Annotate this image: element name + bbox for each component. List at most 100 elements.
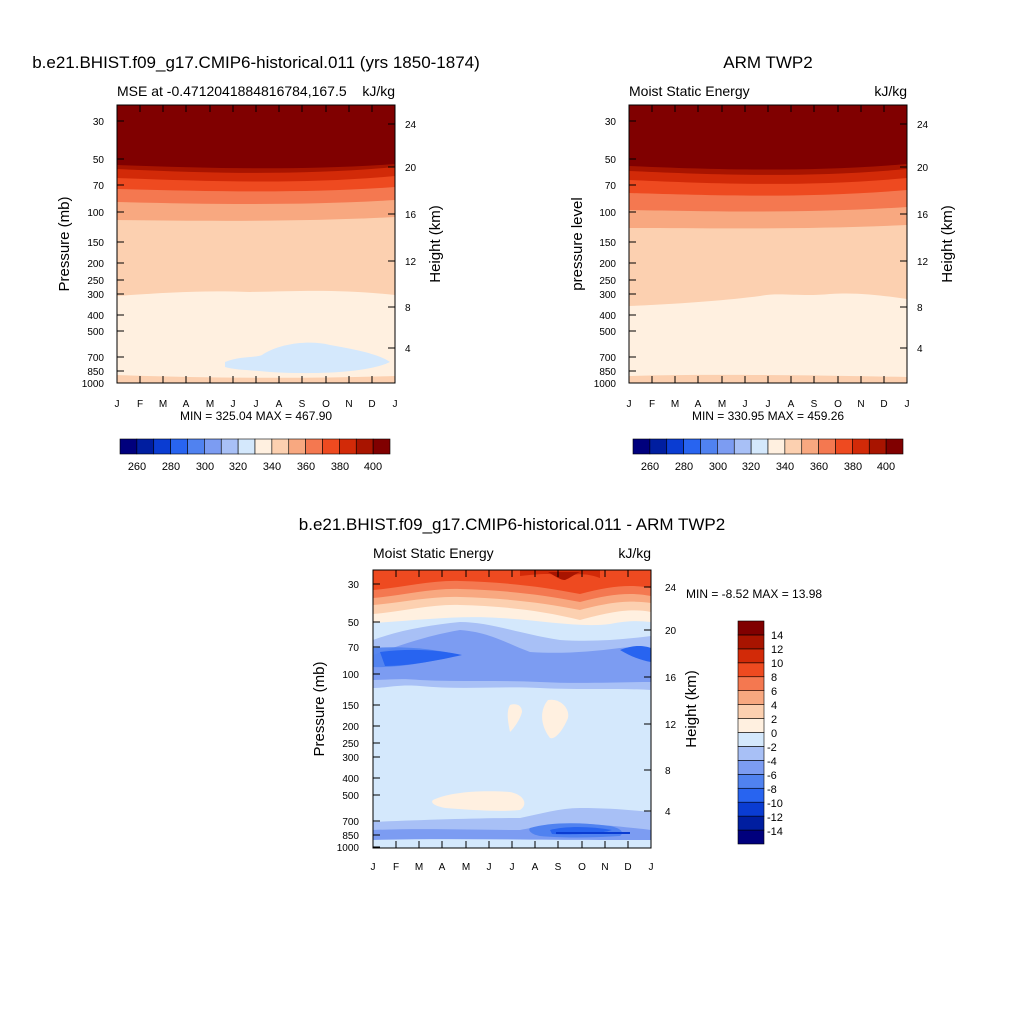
y-tick-label: 850 <box>87 367 104 378</box>
panel-observation: ARM TWP2 Moist Static Energy kJ/kg 30 50… <box>569 53 956 473</box>
colorbar-swatch <box>835 438 853 455</box>
panel-model-x-ticks: J F M A M J J A S O N D J <box>115 105 398 410</box>
panel-observation-ylabel: pressure level <box>569 197 586 290</box>
colorbar-swatch <box>737 634 765 650</box>
colorbar-label: 320 <box>229 461 247 473</box>
x-tick-label: J <box>231 399 236 410</box>
colorbar-swatch <box>737 829 765 845</box>
colorbar-swatch <box>170 438 188 455</box>
panel-model-subtitle-right: kJ/kg <box>362 83 395 99</box>
y-tick-label: 850 <box>599 367 616 378</box>
x-tick-label: J <box>743 399 748 410</box>
panel-difference-colorbar: 14 12 10 8 6 4 2 0 -2 -4 -6 -8 -10 -12 -… <box>737 620 783 845</box>
colorbar-swatch <box>737 801 765 817</box>
panel-difference-ylabel-right: Height (km) <box>683 670 700 748</box>
colorbar-label: 340 <box>263 461 281 473</box>
colorbar-label: 340 <box>776 461 794 473</box>
colorbar-swatch <box>237 438 256 455</box>
colorbar-swatch <box>737 815 765 831</box>
panel-difference-title: b.e21.BHIST.f09_g17.CMIP6-historical.011… <box>299 515 725 534</box>
colorbar-swatch <box>818 438 836 455</box>
panel-model-ylabel: Pressure (mb) <box>56 196 73 291</box>
y-tick-label: 400 <box>599 311 616 322</box>
x-tick-label: J <box>393 399 398 410</box>
panel-model: b.e21.BHIST.f09_g17.CMIP6-historical.011… <box>32 53 480 473</box>
feature <box>542 699 569 739</box>
feature <box>507 704 522 732</box>
x-tick-label: A <box>276 399 283 410</box>
colorbar-swatch <box>737 690 765 705</box>
y-tick-label: 700 <box>342 817 359 828</box>
colorbar-swatch <box>355 438 374 455</box>
panel-observation-ylabel-right: Height (km) <box>939 205 956 283</box>
x-tick-label: D <box>624 862 631 873</box>
colorbar-swatch <box>372 438 391 455</box>
panel-model-colorbar: 260 280 300 320 340 360 380 400 <box>119 438 391 473</box>
colorbar-label: -10 <box>767 798 783 810</box>
panel-difference-subtitle-left: Moist Static Energy <box>373 545 494 561</box>
colorbar-label: 300 <box>196 461 214 473</box>
panel-difference-subtitle-right: kJ/kg <box>618 545 651 561</box>
y-tick-label: 50 <box>605 155 617 166</box>
colorbar-swatch <box>784 438 803 455</box>
y-right-tick-label: 24 <box>405 120 417 131</box>
colorbar-swatch <box>737 718 765 733</box>
x-tick-label: J <box>371 862 376 873</box>
y-tick-label: 50 <box>348 618 360 629</box>
colorbar-swatch <box>737 746 765 761</box>
colorbar-label: 280 <box>162 461 180 473</box>
colorbar-label: -2 <box>767 742 777 754</box>
panel-model-subtitle-left: MSE at -0.4712041884816784,167.5 <box>117 83 347 99</box>
band <box>380 649 462 666</box>
y-right-tick-label: 16 <box>917 210 929 221</box>
y-tick-label: 250 <box>87 276 104 287</box>
colorbar-label: 400 <box>364 461 382 473</box>
feature <box>432 791 525 811</box>
band <box>620 646 651 662</box>
colorbar-label: 12 <box>771 644 783 656</box>
colorbar-label: 4 <box>771 700 777 712</box>
panel-model-stats: MIN = 325.04 MAX = 467.90 <box>180 409 332 423</box>
colorbar-swatch <box>271 438 290 455</box>
colorbar-swatch <box>737 760 765 775</box>
x-tick-label: M <box>718 399 726 410</box>
colorbar-label: 360 <box>810 461 828 473</box>
y-right-tick-label: 20 <box>917 163 929 174</box>
colorbar-swatch <box>717 438 735 455</box>
y-right-tick-label: 16 <box>405 210 417 221</box>
colorbar-swatch <box>737 732 765 747</box>
panel-difference-x-ticks: J F M A M J J A S O N D J <box>371 570 654 873</box>
panel-observation-field <box>629 105 907 383</box>
colorbar-swatch <box>885 438 904 455</box>
colorbar-swatch <box>254 438 273 455</box>
colorbar-label: -4 <box>767 756 777 768</box>
y-right-tick-label: 4 <box>917 344 923 355</box>
y-right-tick-label: 20 <box>405 163 417 174</box>
y-tick-label: 70 <box>605 181 617 192</box>
colorbar-swatch <box>737 676 765 691</box>
colorbar-label: 260 <box>128 461 146 473</box>
colorbar-swatch <box>187 438 205 455</box>
feature <box>225 342 390 374</box>
y-tick-label: 200 <box>342 722 359 733</box>
x-tick-label: M <box>671 399 679 410</box>
x-tick-label: O <box>578 862 586 873</box>
y-tick-label: 70 <box>348 643 360 654</box>
colorbar-label: -6 <box>767 770 777 782</box>
band <box>373 630 651 683</box>
x-tick-label: M <box>462 862 470 873</box>
x-tick-label: F <box>393 862 399 873</box>
y-right-tick-label: 12 <box>405 257 417 268</box>
y-tick-label: 200 <box>599 259 616 270</box>
x-tick-label: A <box>532 862 539 873</box>
panel-observation-stats: MIN = 330.95 MAX = 459.26 <box>692 409 844 423</box>
x-tick-label: N <box>857 399 864 410</box>
x-tick-label: N <box>345 399 352 410</box>
band <box>556 832 630 834</box>
y-tick-label: 400 <box>87 311 104 322</box>
panel-difference-y-ticks: 30 50 70 100 150 200 250 300 400 500 700… <box>337 580 380 854</box>
y-tick-label: 100 <box>87 208 104 219</box>
y-right-tick-label: 8 <box>405 303 411 314</box>
colorbar-swatch <box>737 704 765 719</box>
